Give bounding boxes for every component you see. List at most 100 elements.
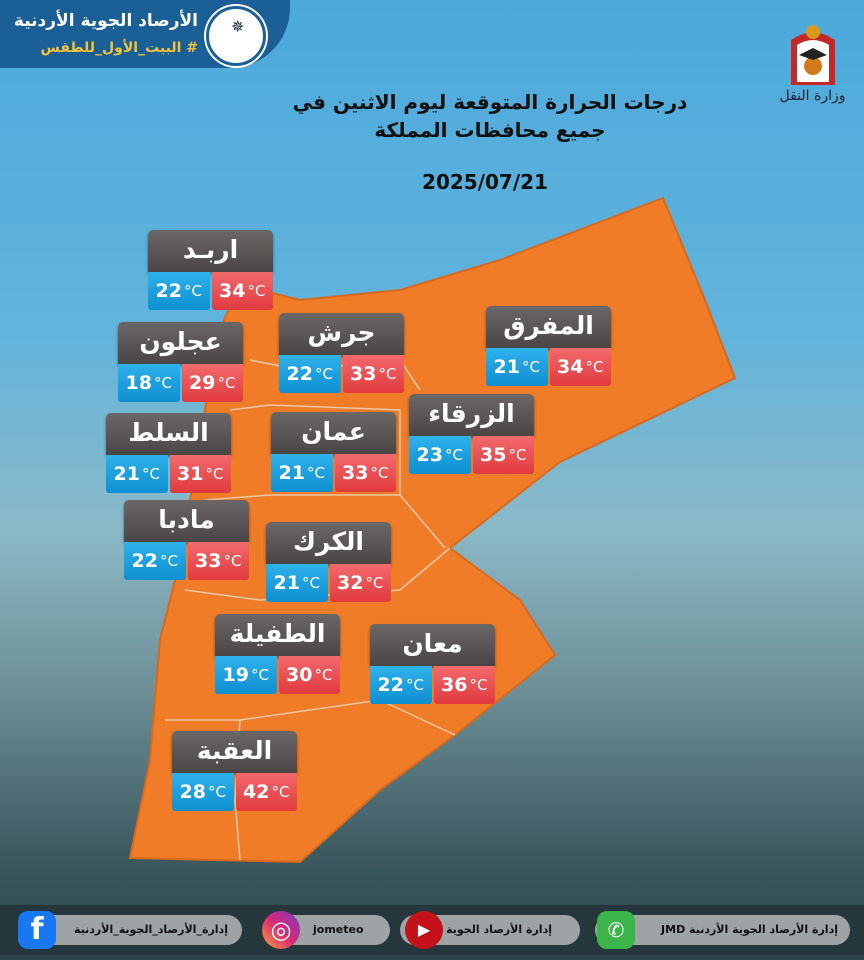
org-name: الأرصاد الجوية الأردنية — [13, 11, 198, 31]
hashtag: # البيت_الأول_للطقس — [40, 40, 198, 56]
min-temp-value: 19 — [222, 664, 249, 686]
min-temp: 21 °C — [266, 564, 328, 602]
governorate-card: الكرك 21 °C 32 °C — [266, 522, 391, 602]
governorate-name: الكرك — [266, 522, 391, 564]
min-temp-value: 22 — [377, 674, 404, 696]
facebook-link[interactable]: إدارة_الأرصاد_الجوية_الأردنية — [30, 915, 242, 945]
jmd-logo-icon: ✵ — [206, 6, 266, 66]
unit: °C — [223, 552, 242, 570]
max-temp: 34 °C — [549, 348, 611, 386]
max-temp: 30 °C — [278, 656, 340, 694]
governorate-card: المفرق 21 °C 34 °C — [486, 306, 611, 386]
max-temp: 36 °C — [433, 666, 495, 704]
min-temp: 19 °C — [215, 656, 277, 694]
page-title: درجات الحرارة المتوقعة ليوم الاثنين في ج… — [190, 88, 790, 144]
unit: °C — [508, 446, 527, 464]
governorate-name: جرش — [279, 313, 404, 355]
unit: °C — [444, 446, 463, 464]
governorate-card: معان 22 °C 36 °C — [370, 624, 495, 704]
governorate-card: عمان 21 °C 33 °C — [271, 412, 396, 492]
instagram-icon[interactable]: ◎ — [262, 911, 300, 949]
governorate-borders — [165, 359, 456, 861]
min-temp: 23 °C — [409, 436, 471, 474]
unit: °C — [153, 374, 172, 392]
governorate-name: المفرق — [486, 306, 611, 348]
unit: °C — [217, 374, 236, 392]
min-temp: 28 °C — [172, 773, 234, 811]
unit: °C — [159, 552, 178, 570]
max-temp-value: 34 — [219, 280, 246, 302]
title-line-2: جميع محافظات المملكة — [374, 118, 606, 142]
min-temp: 22 °C — [148, 272, 210, 310]
governorate-card: مادبا 22 °C 33 °C — [124, 500, 249, 580]
unit: °C — [405, 676, 424, 694]
max-temp-value: 29 — [189, 372, 216, 394]
facebook-icon[interactable]: f — [18, 911, 56, 949]
governorate-card: الزرقاء 23 °C 35 °C — [409, 394, 534, 474]
min-temp-value: 21 — [273, 572, 300, 594]
whatsapp-label: إدارة الأرصاد الجوية الأردنية JMD — [661, 923, 838, 936]
instagram-label: jometeo — [313, 923, 364, 936]
min-temp-value: 22 — [286, 363, 313, 385]
min-temp-value: 18 — [125, 372, 152, 394]
min-temp: 21 °C — [106, 455, 168, 493]
min-temp-value: 23 — [416, 444, 443, 466]
governorate-name: عجلون — [118, 322, 243, 364]
unit: °C — [314, 365, 333, 383]
max-temp: 35 °C — [472, 436, 534, 474]
max-temp-value: 30 — [286, 664, 313, 686]
unit: °C — [183, 282, 202, 300]
unit: °C — [301, 574, 320, 592]
governorate-name: الزرقاء — [409, 394, 534, 436]
max-temp: 33 °C — [334, 454, 396, 492]
unit: °C — [250, 666, 269, 684]
max-temp: 33 °C — [187, 542, 249, 580]
ministry-coat-of-arms-icon — [791, 25, 835, 85]
governorate-card: اربـد 22 °C 34 °C — [148, 230, 273, 310]
governorate-card: العقبة 28 °C 42 °C — [172, 731, 297, 811]
unit: °C — [141, 465, 160, 483]
max-temp-value: 33 — [342, 462, 369, 484]
jmd-header-banner: الأرصاد الجوية الأردنية # البيت_الأول_لل… — [0, 0, 290, 68]
unit: °C — [207, 783, 226, 801]
min-temp: 22 °C — [370, 666, 432, 704]
max-temp-value: 32 — [337, 572, 364, 594]
governorate-name: السلط — [106, 413, 231, 455]
min-temp: 21 °C — [486, 348, 548, 386]
max-temp-value: 31 — [177, 463, 204, 485]
forecast-date: 2025/07/21 — [422, 170, 548, 194]
min-temp: 18 °C — [118, 364, 180, 402]
max-temp-value: 42 — [243, 781, 270, 803]
unit: °C — [585, 358, 604, 376]
governorate-name: العقبة — [172, 731, 297, 773]
min-temp: 22 °C — [124, 542, 186, 580]
min-temp-value: 21 — [278, 462, 305, 484]
governorate-name: عمان — [271, 412, 396, 454]
governorate-name: الطفيلة — [215, 614, 340, 656]
social-footer: إدارة_الأرصاد_الجوية_الأردنية f jometeo … — [0, 905, 864, 955]
unit: °C — [205, 465, 224, 483]
unit: °C — [370, 464, 389, 482]
unit: °C — [314, 666, 333, 684]
unit: °C — [271, 783, 290, 801]
max-temp-value: 33 — [350, 363, 377, 385]
title-line-1: درجات الحرارة المتوقعة ليوم الاثنين في — [292, 90, 688, 114]
unit: °C — [378, 365, 397, 383]
min-temp-value: 22 — [155, 280, 182, 302]
max-temp-value: 36 — [441, 674, 468, 696]
governorate-card: السلط 21 °C 31 °C — [106, 413, 231, 493]
max-temp: 31 °C — [169, 455, 231, 493]
governorate-card: الطفيلة 19 °C 30 °C — [215, 614, 340, 694]
governorate-name: مادبا — [124, 500, 249, 542]
max-temp: 29 °C — [181, 364, 243, 402]
governorate-card: عجلون 18 °C 29 °C — [118, 322, 243, 402]
youtube-icon[interactable]: ▶ — [405, 911, 443, 949]
governorate-name: اربـد — [148, 230, 273, 272]
whatsapp-icon[interactable]: ✆ — [597, 911, 635, 949]
whatsapp-link[interactable]: إدارة الأرصاد الجوية الأردنية JMD — [595, 915, 850, 945]
max-temp: 33 °C — [342, 355, 404, 393]
max-temp-value: 34 — [557, 356, 584, 378]
min-temp-value: 28 — [179, 781, 206, 803]
unit: °C — [247, 282, 266, 300]
min-temp-value: 21 — [493, 356, 520, 378]
